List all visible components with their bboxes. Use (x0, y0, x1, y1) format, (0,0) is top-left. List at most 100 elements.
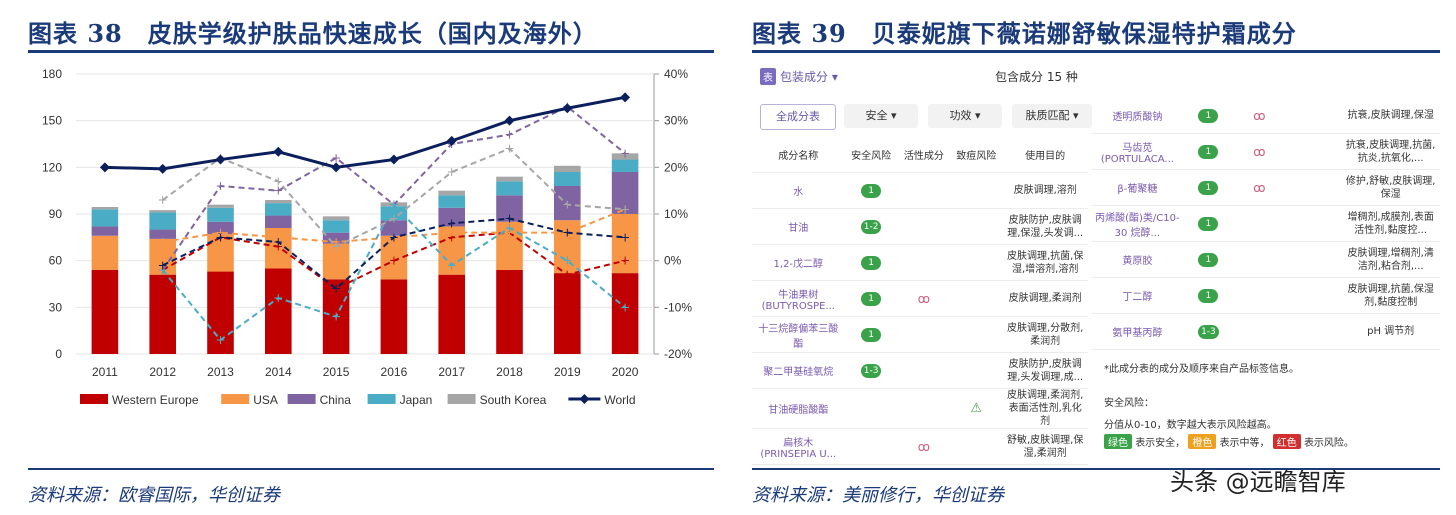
ingredient-count: 包含成分 15 种 (995, 70, 1078, 84)
growth-point: + (215, 226, 225, 240)
legend-green-chip: 绿色 (1104, 434, 1132, 449)
growth-point: + (389, 198, 399, 212)
ingredient-row[interactable]: 丙烯酸(酯)类/C10-30 烷醇... 1 增稠剂,成膜剂,表面活性剂,黏度控..… (1092, 205, 1440, 242)
safety-cell: 1-3 (844, 352, 898, 389)
ingredient-name[interactable]: 水 (752, 172, 845, 209)
active-cell: ꝏ (897, 428, 951, 465)
ingredient-row[interactable]: 十三烷醇偏苯三酸酯 1 皮肤调理,分散剂,柔润剂 (752, 316, 1088, 353)
world-marker (446, 135, 457, 146)
filter-efficacy[interactable]: 功效 ▾ (928, 104, 1002, 128)
bar-south-korea (91, 207, 119, 210)
ingredient-row[interactable]: 甘油硬脂酸酯 ⚠ 皮肤调理,柔润剂,表面活性剂,乳化剂 (752, 388, 1088, 429)
ingredient-name[interactable]: 聚二甲基硅氧烷 (752, 352, 845, 389)
world-marker (331, 162, 342, 173)
bar-usa (380, 235, 408, 280)
active-cell: ꝏ (897, 280, 951, 317)
acne-cell (950, 244, 1003, 281)
ingredient-name[interactable]: 甘油 (752, 208, 845, 245)
ingredient-row[interactable]: 马齿苋 (PORTULACA... 1 ꝏ 抗衰,皮肤调理,抗菌,抗炎,抗氧化,... (1092, 133, 1440, 170)
active-cell (1234, 313, 1285, 350)
bar-japan (496, 181, 523, 196)
bar-south-korea (207, 204, 234, 208)
growth-line-western-europe (162, 231, 626, 290)
ingredient-name[interactable]: 扁核木 (PRINSEPIA U... (752, 428, 845, 465)
growth-point: + (273, 174, 283, 188)
world-marker (215, 154, 226, 165)
ingredient-row[interactable]: 聚二甲基硅氧烷 1-3 皮肤防护,皮肤调理,头发调理,成... (752, 352, 1088, 389)
legend-swatch (367, 394, 396, 404)
bar-japan (322, 220, 350, 233)
ingredient-name[interactable]: 十三烷醇偏苯三酸酯 (752, 316, 845, 353)
ingredient-name[interactable]: 牛油果树 (BUTYROSPE... (752, 280, 845, 317)
active-cell (1234, 277, 1285, 314)
y-tick-label: 0 (55, 347, 62, 361)
growth-point: + (331, 240, 341, 254)
active-ingredient-icon: ꝏ (1253, 144, 1266, 159)
ingredient-name[interactable]: β-葡聚糖 (1092, 169, 1183, 206)
safety-cell: 1 (844, 172, 898, 209)
safety-cell: 1 (1182, 277, 1235, 314)
legend-label: Japan (400, 393, 433, 407)
active-cell (897, 208, 951, 245)
growth-point: + (562, 268, 572, 282)
ingredient-name[interactable]: 马齿苋 (PORTULACA... (1092, 133, 1183, 170)
bar-south-korea (438, 190, 465, 196)
purpose-text: 修护,舒敏,皮肤调理,保湿 (1341, 169, 1440, 206)
risk-badge: 1-2 (860, 219, 882, 234)
bar-usa (322, 243, 350, 280)
bar-china (322, 232, 350, 244)
ingredient-row[interactable]: 水 1 皮肤调理,溶剂 (752, 172, 1088, 209)
ingredient-row[interactable]: 牛油果树 (BUTYROSPE... 1 ꝏ 皮肤调理,柔润剂 (752, 280, 1088, 317)
ingredient-row[interactable]: 扁核木 (PRINSEPIA U... ꝏ 舒敏,皮肤调理,保湿,柔润剂 (752, 428, 1088, 465)
risk-badge: 1 (1198, 216, 1219, 231)
growth-point: + (158, 235, 168, 249)
active-cell (1234, 241, 1285, 278)
ingredient-name[interactable]: 黄原胶 (1092, 241, 1183, 278)
filter-all-ingredients[interactable]: 全成分表 (760, 104, 836, 130)
right-source: 资料来源：美丽修行，华创证券 (752, 485, 1004, 506)
growth-point: + (504, 212, 514, 226)
ingredient-row[interactable]: 透明质酸钠 1 ꝏ 抗衰,皮肤调理,保湿 (1092, 98, 1440, 134)
growth-point: + (447, 165, 457, 179)
ingredient-row[interactable]: 黄原胶 1 皮肤调理,增稠剂,清洁剂,粘合剂,... (1092, 241, 1440, 278)
right-figure-title: 图表 39 贝泰妮旗下薇诺娜舒敏保湿特护霜成分 (752, 19, 1297, 48)
legend-swatch (287, 394, 316, 404)
growth-point: + (215, 230, 225, 244)
y-tick-label: 180 (42, 67, 62, 81)
bar-japan (611, 159, 639, 172)
legend-swatch (80, 394, 108, 404)
x-tick-label: 2011 (92, 365, 118, 379)
filter-safety[interactable]: 安全 ▾ (844, 104, 918, 128)
x-tick-label: 2017 (438, 365, 465, 379)
ingredient-row[interactable]: β-葡聚糖 1 ꝏ 修护,舒敏,皮肤调理,保湿 (1092, 169, 1440, 206)
growth-point: + (504, 226, 514, 240)
legend-orange-chip: 橙色 (1188, 434, 1217, 449)
y2-tick-label: 30% (664, 114, 688, 128)
y2-tick-label: -10% (664, 300, 692, 314)
risk-badge: 1 (861, 291, 882, 306)
safety-cell (844, 428, 898, 465)
ingredient-row[interactable]: 1,2-戊二醇 1 皮肤调理,抗菌,保湿,增溶剂,溶剂 (752, 244, 1088, 281)
acne-cell (950, 316, 1003, 353)
growth-point: + (620, 254, 630, 268)
ingredient-row[interactable]: 丁二醇 1 皮肤调理,抗菌,保湿剂,黏度控制 (1092, 277, 1440, 314)
legend-green-text: 表示安全， (1135, 438, 1186, 449)
ingredient-header[interactable]: 表包装成分 ▾ (760, 68, 838, 85)
world-marker (620, 92, 631, 103)
bar-china (554, 186, 581, 221)
ingredient-name[interactable]: 甘油硬脂酸酯 (752, 388, 845, 429)
ingredient-row[interactable]: 氨甲基丙醇 1-3 pH 调节剂 (1092, 313, 1440, 350)
ingredient-name[interactable]: 丙烯酸(酯)类/C10-30 烷醇... (1092, 205, 1183, 242)
bar-japan (91, 209, 119, 227)
active-cell: ꝏ (1234, 98, 1285, 134)
risk-badge: 1 (861, 327, 882, 342)
ingredient-name[interactable]: 1,2-戊二醇 (752, 244, 845, 281)
ingredient-name[interactable]: 丁二醇 (1092, 277, 1183, 314)
bar-south-korea (611, 153, 639, 160)
purpose-text: 皮肤调理,抗菌,保湿,增溶剂,溶剂 (1002, 244, 1088, 281)
filter-skin-type[interactable]: 肤质匹配 ▾ (1012, 104, 1092, 128)
ingredient-name[interactable]: 透明质酸钠 (1092, 98, 1183, 134)
ingredient-row[interactable]: 甘油 1-2 皮肤防护,皮肤调理,保湿,头发调... (752, 208, 1088, 245)
ingredient-name[interactable]: 氨甲基丙醇 (1092, 313, 1183, 350)
world-marker (388, 154, 399, 165)
